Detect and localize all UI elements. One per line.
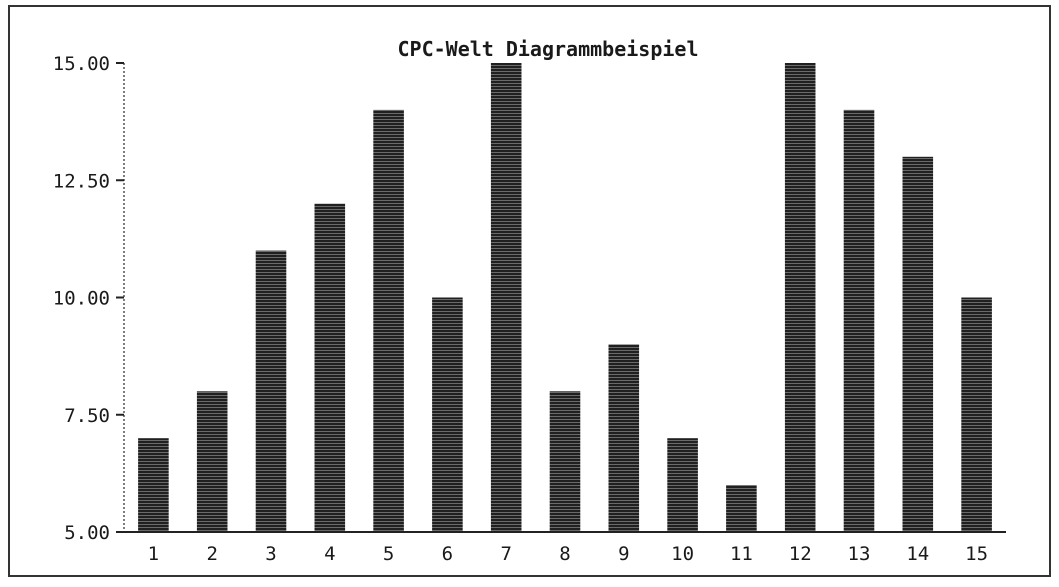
x-tick-label: 7 — [500, 543, 511, 565]
x-tick-label: 15 — [965, 543, 988, 565]
x-tick-label: 14 — [906, 543, 929, 565]
y-tick-label: 7.50 — [64, 405, 110, 427]
x-tick-label: 2 — [206, 543, 217, 565]
chart-title: CPC-Welt Diagrammbeispiel — [397, 37, 698, 61]
bar-2 — [196, 391, 228, 532]
x-tick-label: 4 — [324, 543, 335, 565]
x-axis-labels: 1 2 3 4 5 6 7 8 9 10 11 12 13 14 15 — [148, 543, 988, 565]
y-tick-label: 10.00 — [53, 288, 110, 310]
bar-1 — [138, 438, 169, 532]
x-tick-label: 6 — [442, 543, 453, 565]
bar-6 — [432, 297, 463, 532]
x-tick-label: 8 — [559, 543, 570, 565]
x-tick-label: 11 — [730, 543, 753, 565]
bars-group — [138, 63, 992, 533]
x-tick-label: 10 — [671, 543, 694, 565]
x-tick-label: 3 — [265, 543, 276, 565]
y-tick-label: 15.00 — [53, 53, 110, 75]
bar-15 — [961, 297, 992, 532]
bar-5 — [373, 109, 404, 533]
bar-7 — [490, 63, 522, 532]
y-axis-ticks: 5.00 7.50 10.00 12.50 15.00 — [53, 53, 124, 544]
bar-10 — [667, 438, 698, 532]
bar-13 — [843, 109, 875, 533]
bar-8 — [549, 391, 581, 532]
chart-border — [8, 5, 1051, 577]
bar-3 — [255, 250, 287, 532]
bar-9 — [608, 344, 640, 532]
x-tick-label: 9 — [618, 543, 629, 565]
x-tick-label: 12 — [789, 543, 812, 565]
bar-11 — [726, 485, 757, 532]
y-tick-label: 5.00 — [64, 522, 110, 544]
bar-12 — [784, 63, 816, 532]
bar-14 — [902, 156, 934, 533]
x-tick-label: 13 — [848, 543, 871, 565]
bar-4 — [314, 203, 346, 532]
y-tick-label: 12.50 — [53, 170, 110, 192]
x-tick-label: 5 — [383, 543, 394, 565]
x-tick-label: 1 — [148, 543, 159, 565]
